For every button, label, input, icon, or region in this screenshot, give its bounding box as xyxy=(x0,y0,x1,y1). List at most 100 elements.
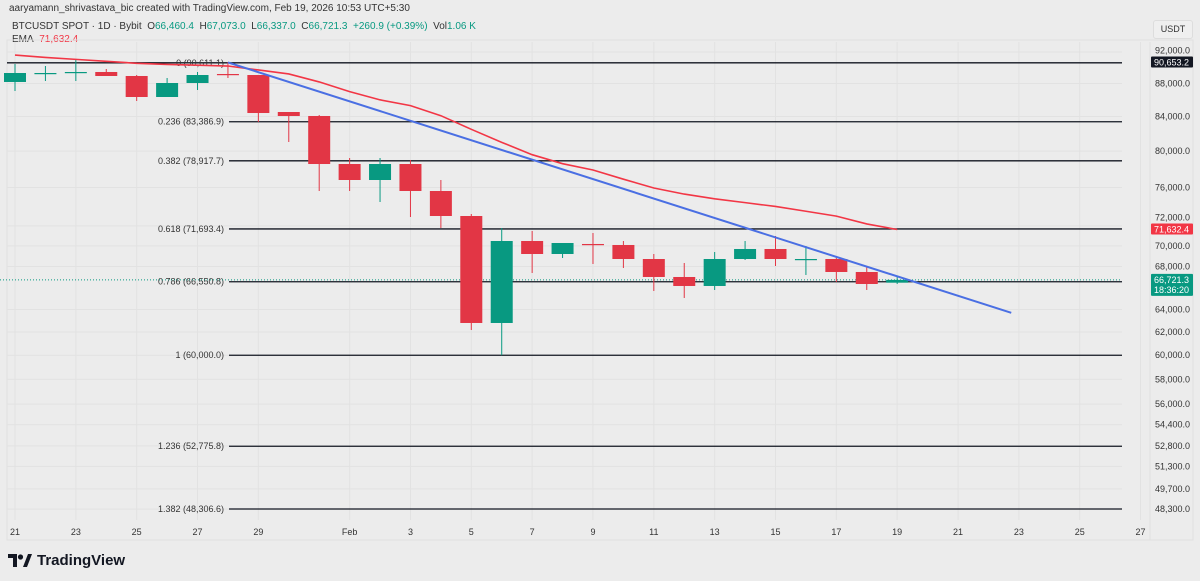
logo-text: TradingView xyxy=(37,552,126,569)
candle-body xyxy=(460,215,483,323)
candle[interactable] xyxy=(216,62,239,78)
y-tick-label: 72,000.0 xyxy=(1155,213,1190,223)
candle-body xyxy=(125,75,148,98)
candle[interactable] xyxy=(369,157,392,202)
x-tick-label: 5 xyxy=(469,527,474,537)
x-tick-label: 27 xyxy=(1136,527,1146,537)
y-tick-label: 51,300.0 xyxy=(1155,461,1190,471)
y-tick-label: 70,000.0 xyxy=(1155,241,1190,251)
candle-body xyxy=(581,243,604,246)
trend-line[interactable] xyxy=(227,61,1012,314)
vol-value: 1.06 K xyxy=(447,21,476,32)
candle[interactable] xyxy=(703,252,726,290)
candle[interactable] xyxy=(642,253,665,291)
candle[interactable] xyxy=(247,75,270,122)
candle[interactable] xyxy=(855,265,878,290)
attribution: aaryamann_shrivastava_bic created with T… xyxy=(9,3,410,14)
candle[interactable] xyxy=(399,159,422,217)
y-tick-label: 64,000.0 xyxy=(1155,304,1190,314)
candle-body xyxy=(825,258,848,272)
price-tag-label: 66,721.3 xyxy=(1154,275,1189,285)
x-tick-label: 21 xyxy=(953,527,963,537)
candle-body xyxy=(186,75,209,84)
x-tick-label: 9 xyxy=(590,527,595,537)
candle[interactable] xyxy=(308,115,331,191)
candle[interactable] xyxy=(551,243,574,258)
candle[interactable] xyxy=(95,69,118,76)
candle[interactable] xyxy=(673,262,696,298)
y-tick-label: 62,000.0 xyxy=(1155,327,1190,337)
y-tick-label: 54,400.0 xyxy=(1155,420,1190,430)
candle[interactable] xyxy=(521,231,544,273)
chart-frame xyxy=(6,39,1194,541)
candle-body xyxy=(429,190,452,216)
candle[interactable] xyxy=(886,276,909,285)
candle-body xyxy=(734,248,757,259)
fib-level-label: 0.236 (83,386.9) xyxy=(158,117,224,127)
candle-body xyxy=(794,258,817,261)
candle-body xyxy=(490,240,513,323)
candle-body xyxy=(369,164,392,180)
candle[interactable] xyxy=(34,66,57,81)
candle[interactable] xyxy=(4,63,26,92)
candle[interactable] xyxy=(794,245,817,275)
change-value: +260.9 (+0.39%) xyxy=(353,21,428,32)
symbol-name[interactable]: BTCUSDT SPOT · 1D · Bybit xyxy=(12,21,142,32)
candle[interactable] xyxy=(460,213,483,330)
price-tag-bg xyxy=(1151,223,1193,235)
high-value: 67,073.0 xyxy=(206,21,246,32)
candle-body xyxy=(4,73,26,82)
vol-label: Vol xyxy=(433,21,447,32)
candle[interactable] xyxy=(764,235,787,266)
candle-body xyxy=(642,258,665,277)
close-value: 66,721.3 xyxy=(308,21,348,32)
y-tick-label: 49,700.0 xyxy=(1155,484,1190,494)
price-tag-bg xyxy=(1151,273,1193,296)
candle-body xyxy=(156,83,179,98)
x-tick-label: 27 xyxy=(193,527,203,537)
fib-level-label: 0.382 (78,917.7) xyxy=(158,156,224,166)
candle-body xyxy=(216,74,239,76)
currency-button[interactable]: USDT xyxy=(1153,20,1193,39)
candle[interactable] xyxy=(338,157,361,191)
candle[interactable] xyxy=(429,179,452,228)
y-tick-label: 76,000.0 xyxy=(1155,183,1190,193)
x-tick-label: 3 xyxy=(408,527,413,537)
candle-body xyxy=(338,164,361,180)
x-tick-label: Feb xyxy=(342,527,358,537)
price-tag-label: 90,653.2 xyxy=(1154,57,1189,67)
candle-body xyxy=(277,111,300,116)
candle[interactable] xyxy=(186,71,209,91)
x-tick-label: 7 xyxy=(530,527,535,537)
close-label: C xyxy=(301,21,309,32)
fib-level-label: 1 (60,000.0) xyxy=(175,350,224,360)
candle[interactable] xyxy=(277,111,300,143)
candle[interactable] xyxy=(156,77,179,98)
x-tick-label: 11 xyxy=(649,527,658,537)
candle[interactable] xyxy=(825,255,848,282)
x-tick-label: 17 xyxy=(831,527,841,537)
high-label: H xyxy=(199,21,207,32)
candle[interactable] xyxy=(581,232,604,264)
x-tick-label: 21 xyxy=(10,527,20,537)
x-tick-label: 25 xyxy=(1075,527,1085,537)
candle[interactable] xyxy=(64,59,87,81)
y-tick-label: 58,000.0 xyxy=(1155,374,1190,384)
x-tick-label: 25 xyxy=(132,527,142,537)
candle-body xyxy=(703,258,726,286)
fib-level-label: 1.382 (48,306.6) xyxy=(158,504,224,514)
candle[interactable] xyxy=(612,240,635,268)
y-tick-label: 84,000.0 xyxy=(1155,112,1190,122)
candle-body xyxy=(673,276,696,286)
candle[interactable] xyxy=(734,240,757,260)
candle[interactable] xyxy=(490,227,513,356)
y-tick-label: 60,000.0 xyxy=(1155,350,1190,360)
x-tick-label: 23 xyxy=(71,527,81,537)
y-tick-label: 56,000.0 xyxy=(1155,399,1190,409)
candle-body xyxy=(886,279,909,283)
candle[interactable] xyxy=(125,75,148,101)
ema-line[interactable] xyxy=(14,54,898,231)
candle-body xyxy=(308,115,331,165)
tradingview-logo: TradingView xyxy=(8,552,125,569)
